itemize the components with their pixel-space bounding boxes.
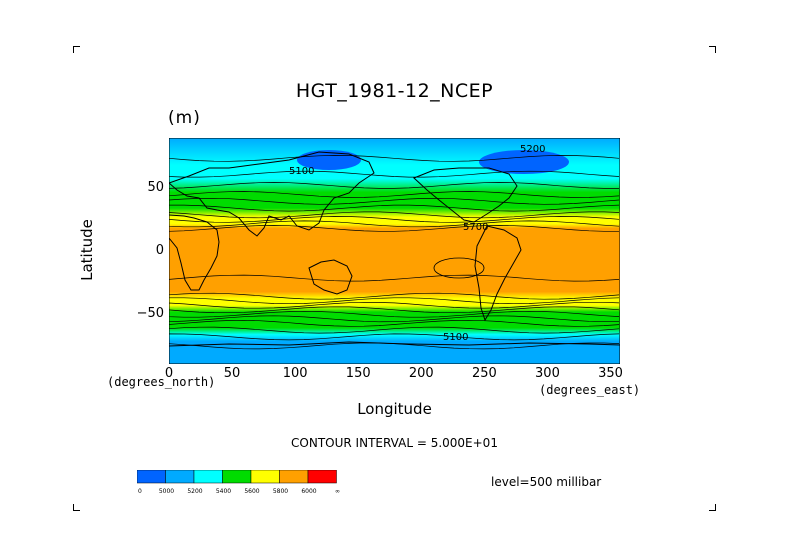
contour-line (169, 170, 620, 178)
contour-line (169, 220, 620, 228)
contour-line (169, 274, 620, 282)
corner-mark-bottom-right (709, 504, 716, 511)
coast-africa (169, 214, 220, 291)
contour-line (169, 211, 620, 219)
low-height-region-asia (297, 150, 361, 170)
contour-line (169, 326, 620, 334)
colorbar-swatch (193, 470, 223, 484)
contour-label-5100-north: 5100 (289, 166, 314, 177)
contour-lines (169, 155, 620, 350)
contour-line (169, 197, 620, 205)
x-unit-label: (degrees_east) (539, 383, 641, 397)
colorbar-label: 5400 (216, 488, 231, 495)
colorbar-label: 5800 (273, 488, 288, 495)
x-tick-label: 200 (408, 366, 434, 381)
colorbar-label: ∞ (335, 488, 340, 495)
colorbar-label: 5600 (244, 488, 259, 495)
colorbar-swatch (222, 470, 252, 484)
contour-line (169, 297, 620, 305)
x-tick-label: 300 (535, 366, 560, 381)
field-background (169, 138, 620, 364)
contour-label-5700: 5700 (463, 222, 488, 233)
contour-label-5100-south: 5100 (443, 332, 468, 343)
contour-closed-pacific (433, 257, 485, 279)
y-tick-label: −50 (136, 305, 164, 321)
coast-south-america (474, 225, 522, 322)
colorbar-swatch (137, 470, 166, 484)
contour-line (169, 333, 620, 341)
contour-interval-text: CONTOUR INTERVAL = 5.000E+01 (291, 436, 498, 450)
x-tick-label: 250 (471, 366, 497, 381)
contour-line (169, 155, 620, 162)
contour-line (169, 292, 620, 300)
coast-antarctica (169, 341, 620, 347)
colorbar-label: 6000 (301, 488, 316, 495)
colorbar-label: 5000 (159, 488, 174, 495)
heatmap-plot: 5700 5100 5100 5200 (169, 138, 620, 364)
contour-line (169, 319, 620, 327)
coastlines (169, 151, 620, 347)
contour-line (169, 301, 620, 309)
x-tick-label: 350 (598, 366, 623, 381)
contour-line (169, 315, 619, 323)
y-tick-label: 0 (155, 243, 164, 258)
corner-mark-bottom-left (73, 504, 80, 511)
colorbar-label: 0 (138, 488, 142, 495)
coast-eurasia (169, 151, 375, 237)
contour-line (169, 310, 620, 318)
colorbar-swatch (279, 470, 309, 484)
contour-line (169, 225, 619, 232)
corner-mark-top-right (709, 46, 716, 53)
level-text: level=500 millibar (491, 475, 602, 489)
contour-line (169, 216, 620, 223)
colorbar-swatch (307, 470, 337, 484)
x-tick-label: 100 (282, 366, 308, 381)
colorbar-swatch (165, 470, 195, 484)
y-tick-label: 50 (147, 180, 164, 196)
colorbar: 0 5000 5200 5400 5600 5800 6000 ∞ (137, 470, 340, 495)
contour-line (169, 191, 620, 198)
coast-australia (308, 259, 353, 295)
coast-north-america (413, 167, 518, 223)
contour-line (169, 182, 619, 189)
corner-mark-top-left (73, 46, 80, 53)
colorbar-label: 5200 (187, 488, 202, 495)
chart-title: HGT_1981-12_NCEP (295, 80, 494, 102)
x-tick-label: 150 (345, 366, 371, 381)
x-tick-label: 0 (164, 366, 174, 381)
y-axis-label: Latitude (78, 219, 96, 281)
colorbar-swatch (250, 470, 280, 484)
contour-line (169, 306, 620, 314)
units-label: (m) (168, 108, 201, 128)
y-unit-label: (degrees_north) (107, 375, 216, 389)
x-axis-label: Longitude (357, 400, 432, 418)
contour-label-5200: 5200 (520, 144, 545, 155)
x-tick-label: 50 (223, 366, 241, 381)
contour-line (169, 204, 620, 212)
